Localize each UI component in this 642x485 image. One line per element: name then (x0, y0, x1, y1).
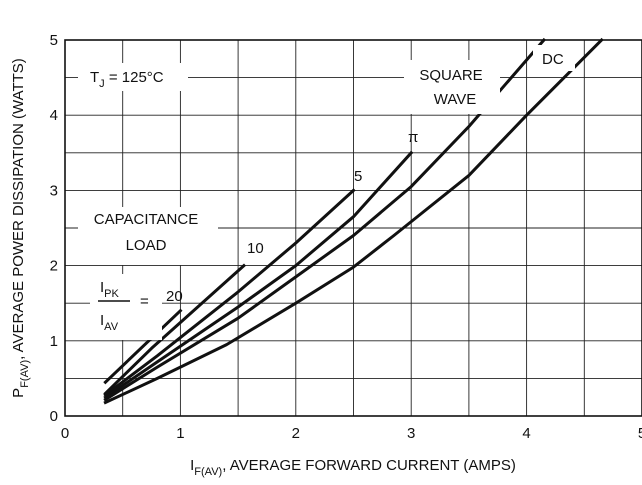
x-tick-label: 3 (407, 425, 415, 442)
y-tick-label: 0 (50, 408, 58, 425)
y-tick-label: 2 (50, 258, 58, 275)
pi-label: π (408, 129, 418, 146)
curves (103, 37, 604, 405)
x-tick-label: 2 (292, 425, 300, 442)
ipk-label: IPK (100, 279, 120, 300)
square-wave-label-line1: SQUARE (419, 67, 482, 84)
x-axis-title: IF(AV), AVERAGE FORWARD CURRENT (AMPS) (190, 457, 516, 478)
tj-annotation: TJ = 125°C (90, 69, 164, 90)
series-line (103, 37, 547, 402)
capacitance-label-line1: CAPACITANCE (94, 211, 198, 228)
y-axis-title: PF(AV), AVERAGE POWER DISSIPATION (WATTS… (10, 58, 31, 398)
capacitance-label-line2: LOAD (126, 237, 167, 254)
tick-labels: 0 1 2 3 4 5 0 1 2 3 4 5 (50, 32, 642, 442)
series-line (103, 188, 356, 398)
label-masks (78, 45, 575, 340)
mask-square (404, 60, 500, 114)
x-tick-label: 0 (61, 425, 69, 442)
y-tick-label: 1 (50, 333, 58, 350)
x-tick-label: 5 (638, 425, 642, 442)
mask-dc (533, 45, 575, 71)
equals-sign: = (140, 293, 149, 310)
series-line (103, 37, 604, 405)
y-tick-label: 5 (50, 32, 58, 49)
label-10: 10 (247, 240, 264, 257)
plot-frame (64, 39, 642, 417)
label-20: 20 (166, 288, 183, 305)
mask-tj (78, 63, 188, 91)
label-5: 5 (354, 168, 362, 185)
mask-cap (78, 207, 218, 265)
y-tick-label: 3 (50, 182, 58, 199)
dc-label: DC (542, 51, 564, 68)
iav-label: IAV (100, 312, 119, 333)
square-wave-label-line2: WAVE (434, 91, 477, 108)
mask-ratio (90, 274, 162, 340)
x-tick-label: 4 (522, 425, 530, 442)
x-tick-label: 1 (176, 425, 184, 442)
y-tick-label: 4 (50, 107, 58, 124)
series-line (103, 150, 414, 400)
series-line (103, 308, 183, 385)
series-line (103, 263, 247, 396)
